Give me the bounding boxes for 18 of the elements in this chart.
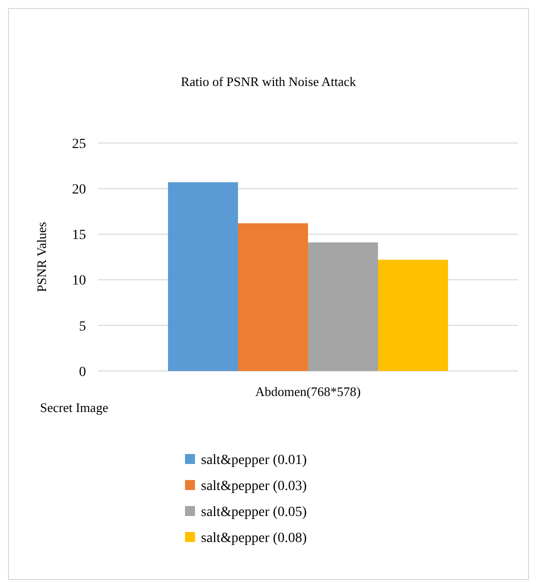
- y-tick-label: 0: [79, 364, 86, 380]
- y-tick-label: 20: [72, 182, 86, 198]
- y-axis-title: PSNR Values: [34, 222, 49, 292]
- legend-label: salt&pepper (0.03): [201, 478, 308, 494]
- bar: [308, 242, 378, 371]
- x-tick-label: Abdomen(768*578): [255, 384, 361, 399]
- bar: [378, 260, 448, 371]
- legend-label: salt&pepper (0.05): [201, 504, 308, 520]
- y-tick-label: 15: [72, 228, 86, 244]
- chart-title: Ratio of PSNR with Noise Attack: [180, 74, 357, 89]
- legend-label: salt&pepper (0.01): [201, 452, 308, 468]
- legend-label: salt&pepper (0.08): [201, 530, 308, 546]
- bar: [168, 182, 238, 371]
- x-axis-title: Secret Image: [40, 400, 108, 415]
- y-tick-label: 25: [72, 136, 86, 152]
- y-tick-label: 10: [72, 274, 86, 289]
- y-tick-label: 5: [79, 319, 86, 334]
- bar: [238, 223, 308, 371]
